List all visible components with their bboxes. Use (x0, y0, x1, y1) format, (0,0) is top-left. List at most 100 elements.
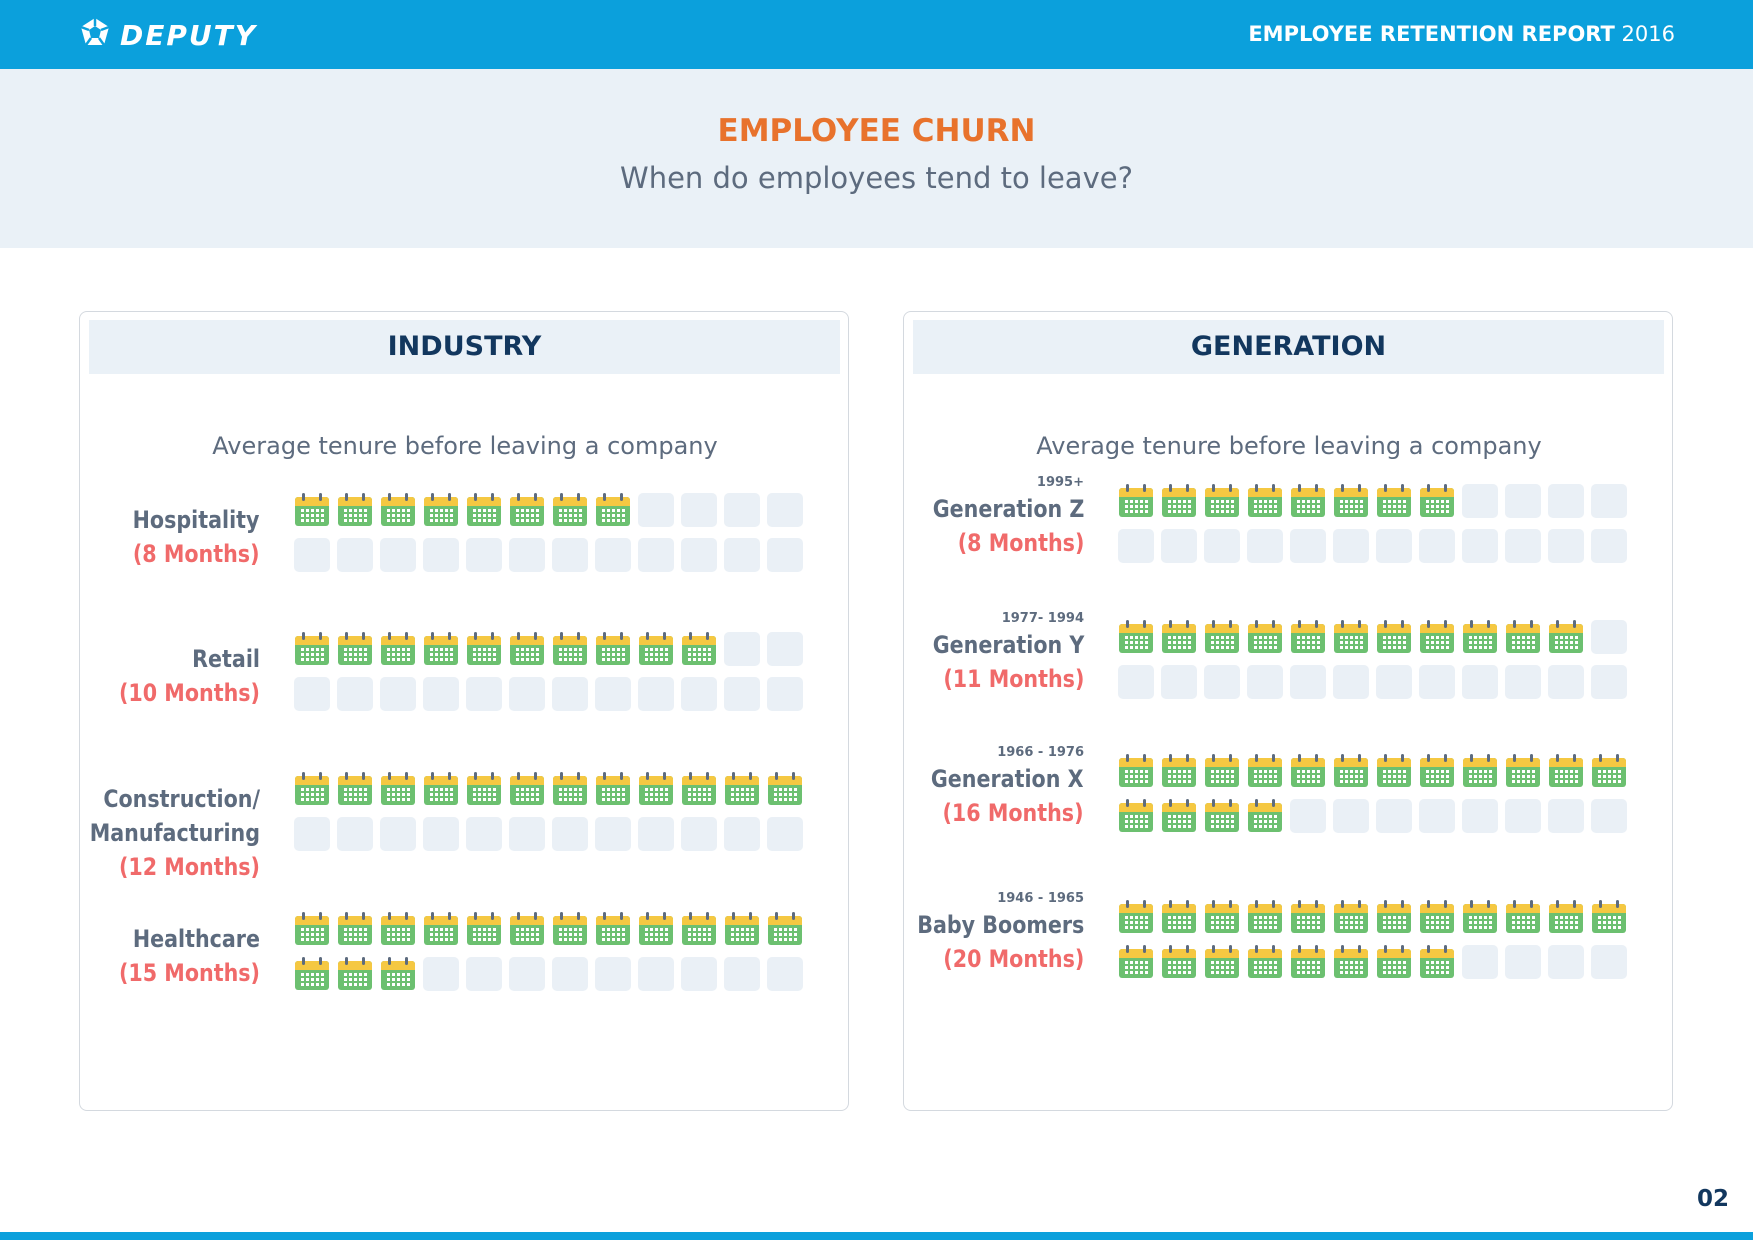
empty-month-cell (509, 538, 545, 572)
empty-month-cell (767, 677, 803, 711)
generation-panel-subtitle: Average tenure before leaving a company (1036, 432, 1542, 460)
empty-month-cell (466, 817, 502, 851)
empty-month-cell (595, 817, 631, 851)
calendar-icon (552, 493, 588, 527)
category-value: (15 Months) (118, 959, 260, 987)
empty-month-cell (552, 957, 588, 991)
calendar-icon (1548, 900, 1584, 934)
empty-month-cell (1419, 665, 1455, 699)
empty-month-cell (1247, 665, 1283, 699)
empty-month-cell (767, 817, 803, 851)
calendar-icon (1376, 945, 1412, 979)
empty-month-cell (595, 957, 631, 991)
empty-month-cell (552, 817, 588, 851)
calendar-icon (1161, 900, 1197, 934)
empty-month-cell (337, 817, 373, 851)
empty-month-cell (724, 817, 760, 851)
calendar-icon (1247, 799, 1283, 833)
empty-month-cell (1548, 799, 1584, 833)
empty-month-cell (552, 677, 588, 711)
page-title: EMPLOYEE CHURN (717, 113, 1036, 149)
empty-month-cell (724, 538, 760, 572)
empty-month-cell (1376, 529, 1412, 563)
calendar-icon (509, 772, 545, 806)
brand-logo[interactable]: DEPUTY (78, 17, 257, 52)
empty-month-cell (1548, 529, 1584, 563)
empty-month-cell (423, 538, 459, 572)
empty-month-cell (466, 677, 502, 711)
calendar-icon (1462, 754, 1498, 788)
chart-row: Healthcare (15 Months) (80, 912, 850, 1042)
calendar-icon (595, 493, 631, 527)
category-label: Generation Z (932, 495, 1084, 523)
calendar-icon (595, 772, 631, 806)
tenure-pictogram (294, 912, 814, 994)
category-years: 1966 - 1976 (997, 745, 1084, 760)
calendar-icon (1462, 620, 1498, 654)
calendar-icon (1333, 900, 1369, 934)
empty-month-cell (1505, 665, 1541, 699)
calendar-icon (1290, 900, 1326, 934)
empty-month-cell (767, 538, 803, 572)
calendar-icon (1204, 620, 1240, 654)
calendar-icon (1333, 754, 1369, 788)
empty-month-cell (1161, 529, 1197, 563)
empty-month-cell (1333, 665, 1369, 699)
category-years: 1995+ (1036, 475, 1084, 490)
calendar-icon (337, 957, 373, 991)
empty-month-cell (724, 677, 760, 711)
category-value: (12 Months) (118, 853, 261, 881)
category-value: (8 Months) (957, 529, 1084, 557)
calendar-icon (423, 912, 459, 946)
empty-month-cell (1505, 945, 1541, 979)
tenure-pictogram (1118, 620, 1638, 702)
category-value: (10 Months) (118, 679, 260, 707)
page-number: 02 (1696, 1186, 1729, 1212)
calendar-icon (1419, 945, 1455, 979)
calendar-icon (294, 912, 330, 946)
calendar-icon (294, 772, 330, 806)
empty-month-cell (1505, 484, 1541, 518)
empty-month-cell (1290, 799, 1326, 833)
empty-month-cell (724, 493, 760, 527)
calendar-icon (294, 957, 330, 991)
tenure-pictogram (294, 632, 814, 714)
row-labels: 1995+ Generation Z (8 Months) (908, 474, 1084, 560)
category-years: 1977- 1994 (1001, 611, 1084, 626)
empty-month-cell (1419, 799, 1455, 833)
empty-month-cell (681, 957, 717, 991)
empty-month-cell (1591, 799, 1627, 833)
empty-month-cell (509, 817, 545, 851)
empty-month-cell (1118, 529, 1154, 563)
calendar-icon (1247, 900, 1283, 934)
empty-month-cell (1376, 799, 1412, 833)
tenure-pictogram (1118, 900, 1638, 982)
empty-month-cell (466, 957, 502, 991)
empty-month-cell (767, 493, 803, 527)
calendar-icon (380, 772, 416, 806)
empty-month-cell (466, 538, 502, 572)
industry-panel-subtitle: Average tenure before leaving a company (212, 432, 718, 460)
row-labels: Retail (10 Months) (96, 642, 260, 710)
calendar-icon (1161, 484, 1197, 518)
empty-month-cell (1419, 529, 1455, 563)
calendar-icon (681, 912, 717, 946)
calendar-icon (337, 912, 373, 946)
top-bar: DEPUTY EMPLOYEE RETENTION REPORT 2016 (0, 0, 1753, 69)
calendar-icon (1419, 754, 1455, 788)
empty-month-cell (595, 538, 631, 572)
calendar-icon (1548, 754, 1584, 788)
calendar-icon (1161, 620, 1197, 654)
empty-month-cell (1548, 484, 1584, 518)
calendar-icon (1247, 620, 1283, 654)
calendar-icon (552, 632, 588, 666)
calendar-icon (1247, 484, 1283, 518)
empty-month-cell (1247, 529, 1283, 563)
calendar-icon (1290, 484, 1326, 518)
empty-month-cell (1591, 620, 1627, 654)
hero-banner: EMPLOYEE CHURN When do employees tend to… (0, 69, 1753, 248)
calendar-icon (1591, 754, 1627, 788)
calendar-icon (337, 493, 373, 527)
empty-month-cell (724, 957, 760, 991)
empty-month-cell (1376, 665, 1412, 699)
